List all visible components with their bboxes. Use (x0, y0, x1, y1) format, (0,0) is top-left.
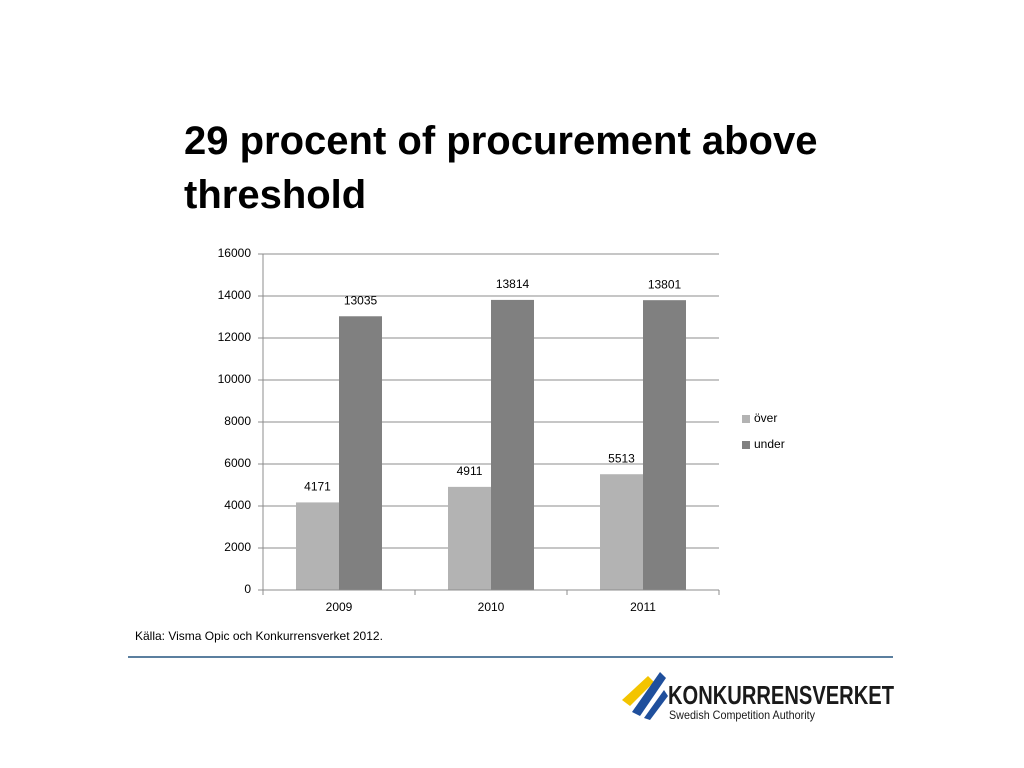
value-label: 4171 (304, 480, 331, 494)
bar (643, 300, 686, 590)
logo-swoosh (632, 672, 666, 716)
bar (600, 474, 643, 590)
x-tick-label: 2011 (630, 600, 656, 614)
bar (491, 299, 534, 590)
chart-title: 29 procent of procurement above threshol… (184, 119, 818, 217)
y-tick-label: 2000 (224, 540, 251, 554)
y-tick-label: 10000 (218, 372, 252, 386)
legend-swatch (742, 441, 750, 449)
y-tick-label: 14000 (218, 288, 252, 302)
y-tick-label: 4000 (224, 498, 251, 512)
legend-swatch (742, 415, 750, 423)
x-tick-label: 2010 (478, 600, 505, 614)
y-tick-label: 0 (244, 582, 251, 596)
value-label: 13814 (496, 277, 530, 291)
legend-label: över (754, 411, 777, 425)
bar (339, 316, 382, 590)
logo-swoosh (622, 676, 654, 706)
logo-tagline: Swedish Competition Authority (669, 708, 815, 722)
y-tick-label: 12000 (218, 330, 252, 344)
value-label: 4911 (457, 464, 483, 478)
value-label: 13801 (648, 277, 682, 291)
legend-label: under (754, 437, 785, 451)
y-tick-label: 8000 (224, 414, 251, 428)
bar (296, 502, 339, 590)
logo: KONKURRENSVERKET Swedish Competition Aut… (622, 672, 894, 722)
y-tick-label: 16000 (218, 246, 252, 260)
value-label: 13035 (344, 293, 378, 307)
y-tick-label: 6000 (224, 456, 251, 470)
logo-name: KONKURRENSVERKET (668, 680, 894, 710)
logo-swoosh (644, 690, 668, 720)
source-note: Källa: Visma Opic och Konkurrensverket 2… (135, 629, 383, 643)
x-tick-label: 2009 (326, 600, 353, 614)
value-label: 5513 (608, 451, 635, 465)
bar (448, 486, 491, 590)
